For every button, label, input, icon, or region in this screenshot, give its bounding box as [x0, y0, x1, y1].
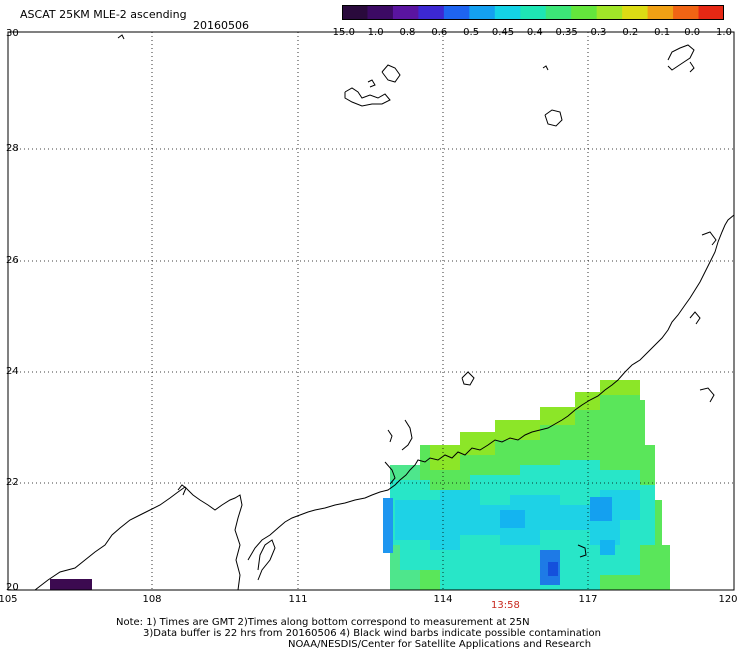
color-scale-segment	[443, 5, 470, 20]
lat-label: 30	[6, 28, 19, 39]
color-scale-segment	[392, 5, 419, 20]
wind-data-swath	[50, 380, 670, 590]
color-scale-segment	[469, 5, 496, 20]
color-scale-segment	[367, 5, 394, 20]
color-scale-bar	[342, 5, 724, 20]
color-scale-segment	[698, 5, 724, 20]
footer-note-line-3: NOAA/NESDIS/Center for Satellite Applica…	[288, 639, 592, 650]
color-scale-segment	[545, 5, 572, 20]
color-scale-segment	[342, 5, 368, 20]
color-scale-segment	[596, 5, 623, 20]
lat-label: 22	[6, 477, 19, 488]
lon-label: 117	[578, 594, 598, 605]
lat-label: 20	[6, 582, 19, 593]
footer-note-line-1: Note: 1) Times are GMT 2)Times along bot…	[116, 617, 530, 628]
color-scale-border	[342, 5, 724, 20]
map-frame	[7, 31, 735, 591]
coastline	[34, 34, 735, 591]
color-scale-segment	[673, 5, 700, 20]
lon-label: 105	[0, 594, 18, 605]
lat-label: 26	[6, 255, 19, 266]
lon-label: 114	[433, 594, 453, 605]
pass-time-label: 13:58	[491, 600, 520, 611]
color-scale-segment	[418, 5, 445, 20]
product-title: ASCAT 25KM MLE-2 ascending	[20, 8, 187, 21]
lat-label: 28	[6, 143, 19, 154]
color-scale-segment	[622, 5, 649, 20]
color-scale-segment	[494, 5, 521, 20]
lon-label: 108	[142, 594, 162, 605]
product-date: 20160506	[193, 19, 249, 32]
lon-label: 120	[718, 594, 738, 605]
color-scale-segment	[647, 5, 674, 20]
graticule-lines	[8, 32, 734, 590]
lat-label: 24	[6, 366, 19, 377]
color-scale-segment	[571, 5, 598, 20]
color-scale-segment	[520, 5, 547, 20]
lon-label: 111	[288, 594, 308, 605]
footer-note-line-2: 3)Data buffer is 22 hrs from 20160506 4)…	[143, 628, 601, 639]
